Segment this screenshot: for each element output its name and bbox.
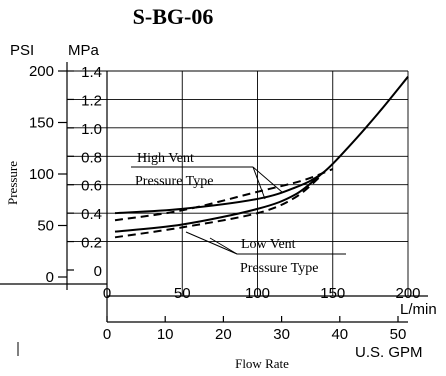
mpa-tick-label: 1.2 <box>81 92 102 109</box>
series-line-1 <box>114 76 409 215</box>
lmin-tick-label: 200 <box>395 285 420 302</box>
gpm-tick-label: 0 <box>103 326 111 343</box>
mpa-tick-label: 1.0 <box>81 121 102 138</box>
gpm-tick-label: 10 <box>157 326 174 343</box>
psi-unit-label: PSI <box>10 42 34 59</box>
lmin-tick-label: 0 <box>103 285 111 302</box>
mpa-tick-label: 0 <box>94 263 102 280</box>
gpm-tick-label: 30 <box>273 326 290 343</box>
series-line-3 <box>114 172 323 233</box>
flow-rate-axis-label: Flow Rate <box>235 356 289 371</box>
lmin-unit-label: L/min <box>400 301 437 318</box>
lmin-tick-label: 50 <box>174 285 191 302</box>
mpa-unit-label: MPa <box>68 42 100 59</box>
gpm-unit-label: U.S. GPM <box>355 344 423 361</box>
plot-area: 00.20.40.60.81.01.21.4MPa050100150200PSI… <box>0 42 437 371</box>
psi-tick-label: 0 <box>46 269 54 286</box>
gpm-tick-label: 20 <box>215 326 232 343</box>
low-vent-type-label: Pressure Type <box>240 261 318 276</box>
low-vent-leader-1 <box>185 231 238 255</box>
high-vent-leader-1 <box>252 166 266 200</box>
mpa-tick-label: 0.6 <box>81 178 102 195</box>
mpa-tick-label: 1.4 <box>81 64 102 81</box>
psi-tick-label: 200 <box>29 63 54 80</box>
psi-tick-label: 50 <box>37 218 54 235</box>
mpa-tick-label: 0.8 <box>81 149 102 166</box>
mpa-tick-label: 0.2 <box>81 235 102 252</box>
lmin-tick-label: 100 <box>245 285 270 302</box>
gpm-tick-label: 40 <box>331 326 348 343</box>
chart-title: S-BG-06 <box>133 4 214 29</box>
gpm-tick-label: 50 <box>390 326 407 343</box>
high-vent-type-label: Pressure Type <box>135 174 213 189</box>
low-vent-leader-2 <box>209 237 238 255</box>
series-line-4 <box>114 173 323 239</box>
high-vent-label: High Vent <box>137 151 194 166</box>
series-line-2 <box>114 168 334 222</box>
lmin-tick-label: 150 <box>320 285 345 302</box>
pressure-axis-label: Pressure <box>5 161 20 205</box>
psi-tick-label: 150 <box>29 115 54 132</box>
low-vent-label: Low Vent <box>241 237 296 252</box>
psi-tick-label: 100 <box>29 166 54 183</box>
mpa-tick-label: 0.4 <box>81 206 102 223</box>
high-vent-leader-2 <box>252 166 283 193</box>
